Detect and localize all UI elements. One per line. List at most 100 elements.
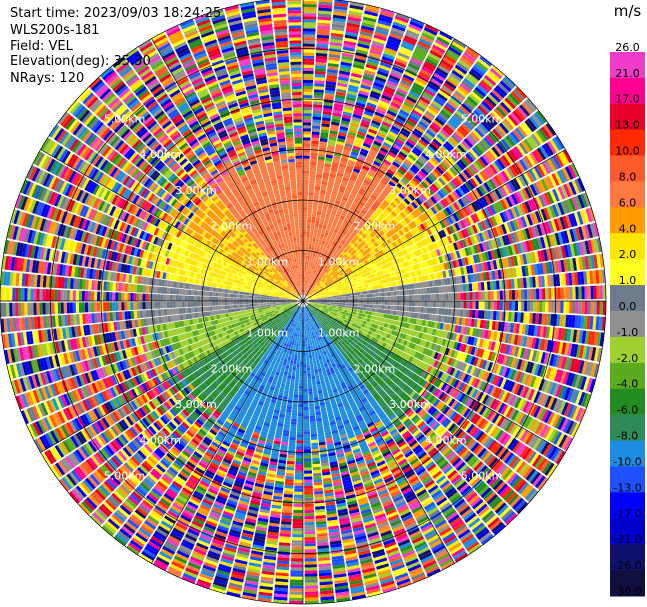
gate	[311, 247, 314, 251]
gate	[324, 216, 330, 221]
gate	[345, 303, 349, 306]
gate	[412, 109, 423, 118]
gate	[491, 162, 501, 173]
gate	[410, 237, 417, 244]
gate	[402, 255, 408, 262]
gate	[426, 55, 440, 64]
gate	[319, 269, 323, 273]
gate	[317, 287, 321, 291]
gate	[308, 291, 312, 295]
gate	[317, 16, 331, 21]
gate	[454, 90, 466, 100]
gate	[316, 34, 330, 39]
gate	[372, 117, 382, 124]
gate	[340, 182, 347, 188]
gate	[370, 90, 381, 97]
gate	[443, 104, 455, 115]
gate	[344, 291, 348, 295]
gate	[330, 124, 340, 129]
gate	[374, 175, 382, 182]
gate	[322, 264, 326, 268]
gate	[312, 276, 316, 280]
gate	[386, 195, 394, 202]
gate	[338, 129, 348, 134]
gate	[396, 305, 400, 311]
gate	[457, 85, 470, 96]
gate	[356, 46, 369, 52]
gate	[513, 192, 522, 204]
gate	[439, 31, 453, 41]
gate	[384, 139, 393, 146]
gate	[386, 80, 398, 88]
gate	[303, 225, 307, 229]
gate	[501, 78, 514, 90]
gate	[304, 282, 306, 287]
gate	[307, 213, 312, 217]
ray-11	[306, 46, 480, 297]
gate	[362, 142, 372, 149]
gate	[365, 307, 370, 312]
gate	[421, 152, 430, 161]
gate	[436, 301, 440, 308]
gate	[393, 291, 397, 296]
gate	[448, 46, 462, 57]
gate	[410, 18, 425, 27]
gate	[388, 261, 394, 267]
gate	[408, 60, 422, 69]
gate	[303, 291, 304, 295]
gate	[376, 22, 391, 30]
gate	[306, 274, 309, 278]
gate	[424, 131, 434, 141]
gate	[454, 222, 461, 232]
gate	[405, 295, 410, 301]
gate	[473, 63, 487, 74]
gate	[327, 260, 332, 265]
gate	[321, 270, 325, 274]
gate	[499, 156, 508, 168]
gate	[340, 240, 346, 245]
gate	[375, 301, 379, 305]
gate	[312, 107, 323, 112]
gate	[369, 224, 376, 230]
gate	[521, 102, 533, 115]
gate	[348, 81, 360, 87]
gate	[312, 241, 316, 245]
gate	[326, 71, 338, 77]
gate	[396, 114, 407, 122]
gate	[341, 309, 345, 312]
gate	[451, 134, 461, 144]
gate	[307, 295, 311, 298]
gate	[423, 288, 428, 294]
gate	[309, 259, 312, 263]
gate	[484, 301, 488, 310]
gate	[321, 240, 326, 245]
gate	[410, 191, 418, 199]
gate	[341, 154, 349, 160]
gate	[350, 278, 354, 283]
gate	[375, 226, 382, 232]
gate	[303, 161, 310, 165]
gate	[304, 289, 306, 293]
gate	[371, 249, 377, 255]
gate	[311, 244, 315, 248]
gate	[320, 286, 324, 290]
gate	[396, 54, 409, 63]
gate	[395, 171, 404, 178]
gate	[501, 170, 510, 182]
gate	[559, 168, 568, 183]
gate	[322, 117, 331, 122]
gate	[307, 271, 310, 275]
gate	[323, 221, 328, 226]
gate	[317, 275, 321, 279]
gate	[557, 152, 567, 166]
gate	[469, 148, 479, 159]
gate	[510, 207, 518, 219]
gate	[387, 301, 391, 306]
gate	[449, 117, 461, 127]
gate	[306, 234, 310, 238]
gate	[419, 240, 425, 248]
gate	[327, 288, 332, 292]
gate	[431, 170, 440, 179]
gate	[508, 301, 513, 311]
gate	[373, 81, 385, 89]
